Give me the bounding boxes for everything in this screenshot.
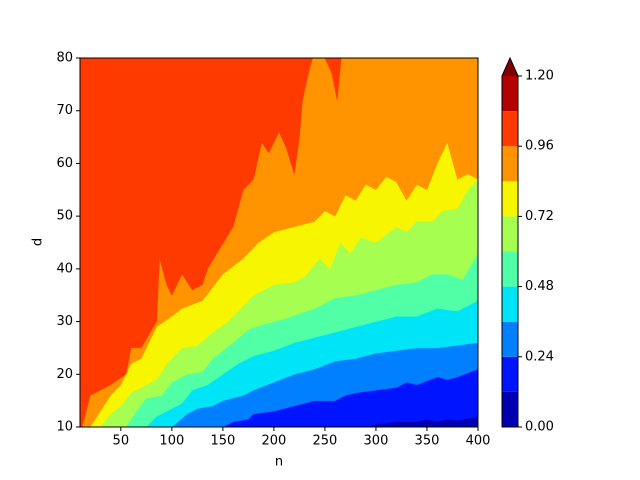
y-tick-label: 50 [56,209,73,224]
colorbar-tick-label: 0.72 [525,209,554,224]
y-tick-label: 10 [56,420,73,435]
colorbar-tick-label: 0.24 [525,349,554,364]
colorbar-band [502,216,518,252]
y-tick-label: 30 [56,314,73,329]
x-tick-label: 250 [313,434,338,449]
colorbar-frame [501,56,519,428]
colorbar-band [502,391,518,427]
y-axis-label: d [31,238,46,246]
colorbar-extend [502,58,518,76]
colorbar-tick-label: 0.48 [525,279,554,294]
y-tick-label: 20 [56,367,73,382]
x-tick-label: 100 [159,434,184,449]
colorbar-tick-label: 0.96 [525,139,554,154]
colorbar-band [502,146,518,182]
y-tick-label: 60 [56,156,73,171]
x-tick-label: 200 [261,434,286,449]
colorbar-band [502,251,518,287]
colorbar-band [502,76,518,112]
colorbar-band [502,111,518,147]
colorbar-tick-label: 0.00 [525,420,554,435]
x-tick-label: 300 [364,434,389,449]
x-tick-label: 150 [210,434,235,449]
contour-region [80,58,348,427]
colorbar-band [502,356,518,392]
colorbar-tick-label: 1.20 [525,69,554,84]
y-tick-label: 70 [56,103,73,118]
colorbar-band [502,321,518,357]
x-axis-label: n [275,455,283,470]
colorbar-band [502,181,518,217]
y-tick-label: 40 [56,261,73,276]
x-tick-label: 400 [466,434,491,449]
x-tick-label: 50 [113,434,130,449]
y-tick-label: 80 [56,51,73,66]
colorbar-band [502,286,518,322]
plot-frame [79,57,479,428]
x-tick-label: 350 [415,434,440,449]
